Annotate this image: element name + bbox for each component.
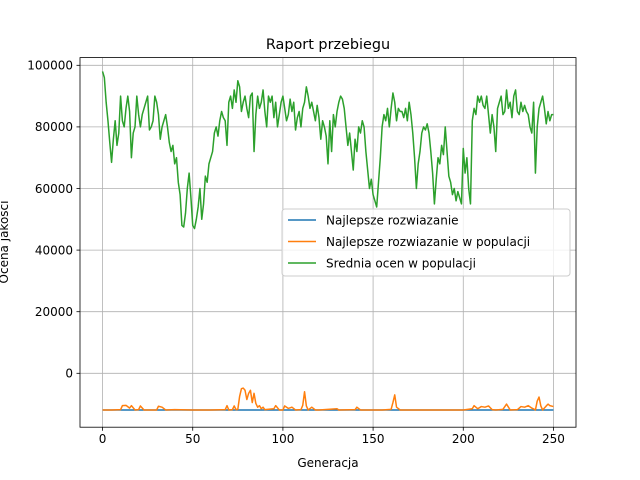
plot-frame: [79, 57, 577, 428]
x-tick-label: 250: [542, 432, 565, 446]
x-tick-label: 0: [99, 432, 107, 446]
y-tick-label: 80000: [35, 120, 73, 134]
y-tick-label: 60000: [35, 182, 73, 196]
x-tick-label: 50: [185, 432, 200, 446]
y-tick-label: 40000: [35, 243, 73, 257]
x-tick-label: 100: [271, 432, 294, 446]
legend-label: Najlepsze rozwiazanie: [326, 213, 459, 227]
y-axis-label: Ocena jakości: [0, 201, 11, 284]
x-tick-label: 150: [362, 432, 385, 446]
series-line-3: [101, 71, 554, 230]
y-tick-label: 0: [65, 367, 73, 381]
legend: Najlepsze rozwiazanie Najlepsze rozwiazan…: [281, 208, 571, 277]
y-tick-label: 20000: [35, 305, 73, 319]
legend-box: [281, 208, 571, 277]
series-line-2: [102, 387, 554, 411]
legend-label: Srednia ocen w populacji: [326, 256, 476, 270]
legend-label: Najlepsze rozwiazanie w populacji: [326, 235, 530, 249]
axis-ticks: 0 50 100 150 200 250 0 20000 40000 60000 80000 1000…: [27, 59, 565, 447]
series-lines: [101, 71, 554, 411]
x-axis-label: Generacja: [297, 456, 358, 470]
chart-title: Raport przebiegu: [266, 37, 390, 53]
x-tick-label: 200: [452, 432, 475, 446]
y-tick-label: 100000: [27, 59, 73, 73]
